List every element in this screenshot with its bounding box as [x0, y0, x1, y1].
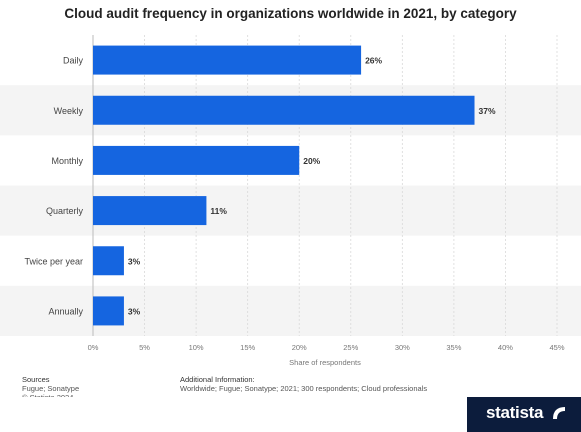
value-label: 20% [303, 156, 320, 166]
bar [93, 145, 300, 175]
x-tick-label: 0% [88, 343, 99, 352]
x-tick-label: 10% [189, 343, 204, 352]
x-tick-label: 20% [292, 343, 307, 352]
chart-title: Cloud audit frequency in organizations w… [64, 6, 517, 21]
x-tick-label: 40% [498, 343, 513, 352]
x-tick-label: 30% [395, 343, 410, 352]
statista-logo[interactable]: statista [486, 403, 544, 422]
value-label: 3% [128, 256, 141, 266]
bar [93, 296, 124, 326]
x-tick-label: 25% [343, 343, 358, 352]
category-label: Twice per year [24, 256, 83, 266]
bar [93, 196, 207, 226]
x-tick-label: 5% [139, 343, 150, 352]
brand-corner [467, 397, 581, 432]
additional-info-text: Worldwide; Fugue; Sonatype; 2021; 300 re… [180, 384, 428, 393]
row-band [0, 185, 581, 236]
category-label: Quarterly [46, 206, 84, 216]
x-tick-label: 45% [549, 343, 564, 352]
category-label: Monthly [51, 156, 83, 166]
value-label: 3% [128, 306, 141, 316]
bar [93, 95, 475, 125]
row-band [0, 285, 581, 336]
x-axis-title: Share of respondents [289, 358, 361, 367]
additional-info-block: Additional Information: Worldwide; Fugue… [180, 375, 427, 393]
additional-info-heading: Additional Information: [180, 375, 255, 384]
value-label: 37% [479, 106, 496, 116]
bar [93, 246, 124, 276]
category-label: Weekly [54, 106, 84, 116]
x-tick-label: 35% [446, 343, 461, 352]
value-label: 11% [210, 206, 227, 216]
value-label: 26% [365, 56, 382, 66]
sources-heading: Sources [22, 375, 50, 384]
category-label: Annually [48, 306, 83, 316]
bar [93, 45, 362, 75]
category-label: Daily [63, 56, 84, 66]
statista-logo-icon [553, 407, 565, 419]
x-tick-label: 15% [240, 343, 255, 352]
sources-text[interactable]: Fugue; Sonatype [22, 384, 80, 393]
